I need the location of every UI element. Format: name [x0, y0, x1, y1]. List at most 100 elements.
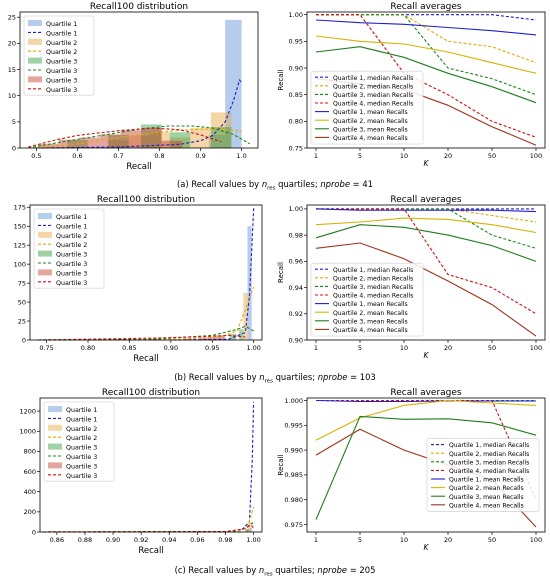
panel-b-left-ytick-label: 50 [18, 298, 26, 306]
panel-b-left-kde-kde3 [38, 325, 254, 341]
panel-c-left-ytick-label: 1000 [19, 428, 36, 436]
panel-a-left-legend-label: Quartile 3 [46, 68, 77, 75]
panel-b-left-legend-swatch-q4 [38, 269, 52, 276]
panel-b-right-series-7 [315, 242, 537, 337]
panel-a-left-kde-kde3 [28, 125, 251, 149]
panel-c-left-legend-box [43, 401, 115, 482]
panel-b-right-series-2 [316, 208, 537, 249]
panel-a-right-legend-label: Quartile 1, median Recalls [333, 75, 413, 82]
panel-b-right-ytick-label: 0.98 [289, 231, 303, 239]
panel-c-left-bar-q2-1 [247, 522, 251, 532]
panel-b-left-xtick-label: 1.00 [246, 344, 260, 352]
panel-b-right-legend-label: Quartile 4, mean Recalls [333, 327, 408, 334]
panel-b-left-bar-q1-0 [247, 226, 252, 340]
panel-c-right-plot-frame [306, 397, 546, 533]
panel-b-left-legend-label: Quartile 1 [56, 214, 87, 221]
panel-c-right-xtick-label: 10 [400, 536, 408, 544]
panel-b-right-ytick-label: 0.90 [289, 336, 303, 344]
panel-a-left-bar-q2-4 [149, 132, 170, 148]
panel-c-left-legend-label: Quartile 1 [66, 407, 97, 414]
panel-b-right-xtick-label: 20 [444, 344, 452, 352]
panel-c-left-title: Recall100 distribution [102, 388, 200, 398]
panel-c-left-legend-label: Quartile 3 [66, 473, 97, 480]
panel-b-right-legend-label: Quartile 1, median Recalls [333, 267, 413, 274]
panel-c-left-xlabel: Recall [138, 546, 163, 556]
panel-c-left-legend-label: Quartile 3 [66, 463, 97, 470]
panel-c-right-legend-label: Quartile 4, mean Recalls [449, 502, 524, 509]
panel-a-right-ytick-label: 1.00 [289, 11, 303, 19]
panel-c-left-legend-swatch-q3 [48, 443, 62, 450]
panel-b-right-xtick-label: 5 [358, 344, 362, 352]
panel-b-right-series-5 [315, 217, 537, 234]
panel-a-right-ytick-label: 0.80 [289, 118, 303, 126]
panel-b-right-xlabel: K [424, 351, 430, 360]
panel-a-left-xtick-label: 0.9 [195, 152, 205, 160]
panel-c-right-title: Recall averages [390, 388, 462, 398]
panel-c-left-legend-label: Quartile 1 [66, 416, 97, 423]
panel-a-left-kde-kde1 [36, 78, 243, 149]
panel-c-left-xtick-label: 0.88 [78, 536, 92, 544]
panel-a-left-ytick-label: 20 [8, 40, 16, 48]
panel-b-right-legend-box [310, 262, 424, 337]
panel-b-left-ytick-label: 100 [14, 260, 26, 268]
panel-a-left-legend-label: Quartile 1 [46, 21, 77, 28]
panel-b-left-legend-label: Quartile 3 [56, 252, 87, 259]
panel-c-left-plot-frame [39, 397, 263, 533]
panel-c-left-legend-swatch-q2 [48, 424, 62, 431]
panel-b-left-bar-q4-7 [183, 338, 192, 340]
panel-c-left-xtick-label: 0.86 [50, 536, 64, 544]
panel-a-right-legend-label: Quartile 3, mean Recalls [333, 126, 408, 133]
panel-b-right-ytick-label: 0.96 [289, 258, 303, 266]
panel-a-left-ytick-label: 5 [12, 118, 16, 126]
panel-a-left-bar-q4-14 [58, 139, 80, 148]
panel-b-left-ytick-label: 175 [14, 204, 26, 212]
panel-b-left-bar-q4-4 [216, 335, 225, 340]
panel-c-right-ylabel: Recall [277, 455, 285, 476]
panel-c-right-legend-box [426, 438, 540, 512]
panel-a-left-legend-swatch-q3 [28, 57, 42, 64]
panel-a-right-plot-frame [306, 11, 546, 149]
panel-b-left-legend-label: Quartile 3 [56, 261, 87, 268]
panel-c-left-ytick-label: 1200 [19, 407, 36, 415]
panel-a-right-legend-label: Quartile 2, median Recalls [333, 83, 413, 90]
panel-a-right-xtick-label: 100 [530, 152, 542, 160]
panel-c-right-xtick-label: 1 [314, 536, 318, 544]
panel-b-right-legend-label: Quartile 4, median Recalls [333, 293, 413, 300]
panel-c-left-xtick-label: 0.92 [134, 536, 148, 544]
panel-c-left-legend-label: Quartile 3 [66, 454, 97, 461]
panel-a-left-bar-q2-5 [169, 137, 191, 148]
panel-b-right-xtick-label: 100 [530, 344, 542, 352]
panel-a-left-kde-kde4 [28, 127, 222, 148]
panel-a-right-legend-label: Quartile 4, median Recalls [333, 101, 413, 108]
panel-b-left-legend-box [33, 208, 105, 289]
panel-a-left-bar-q3-11 [169, 132, 191, 148]
panel-c-right-xtick-label: 100 [530, 536, 542, 544]
panel-a-left-title: Recall100 distribution [90, 2, 188, 12]
panel-a-left-xlabel: Recall [126, 162, 151, 172]
panel-a-right-ylabel: Recall [277, 70, 285, 91]
panel-c-right-legend-label: Quartile 3, median Recalls [449, 459, 529, 466]
panel-c-right-legend-label: Quartile 1, mean Recalls [449, 477, 524, 484]
panel-c-right-series-4 [315, 399, 536, 403]
panel-a-left-legend-label: Quartile 2 [46, 49, 77, 56]
panel-c-right-ytick-label: 0.985 [284, 471, 303, 479]
panel-a-right-legend-label: Quartile 3, median Recalls [333, 92, 413, 99]
panel-a-right-xlabel: K [424, 159, 430, 168]
panel-c-right-legend-label: Quartile 2, mean Recalls [449, 485, 524, 492]
panel-a-left-legend-label: Quartile 2 [46, 40, 77, 47]
panel-b-left-kde-kde4 [38, 334, 246, 341]
panel-a-left-legend-swatch-q2 [28, 38, 42, 45]
panel-b-right-title: Recall averages [390, 195, 462, 205]
panel-b-left-xtick-label: 0.75 [39, 344, 53, 352]
panel-b-right-legend-label: Quartile 2, mean Recalls [333, 310, 408, 317]
panel-c-left-legend-label: Quartile 2 [66, 435, 97, 442]
panel-b-left-xtick-label: 0.90 [164, 344, 178, 352]
caption-a: (a) Recall values by nres quartiles; npr… [176, 179, 373, 192]
caption-c: (c) Recall values by nres quartiles; npr… [174, 565, 376, 578]
panel-a-right-ytick-label: 0.90 [289, 64, 303, 72]
panel-a-left-xtick-label: 0.5 [31, 152, 41, 160]
panel-b-right-legend-label: Quartile 2, median Recalls [333, 275, 413, 282]
panel-b-left-legend-label: Quartile 2 [56, 233, 87, 240]
panel-b-left-plot-frame [29, 204, 263, 341]
